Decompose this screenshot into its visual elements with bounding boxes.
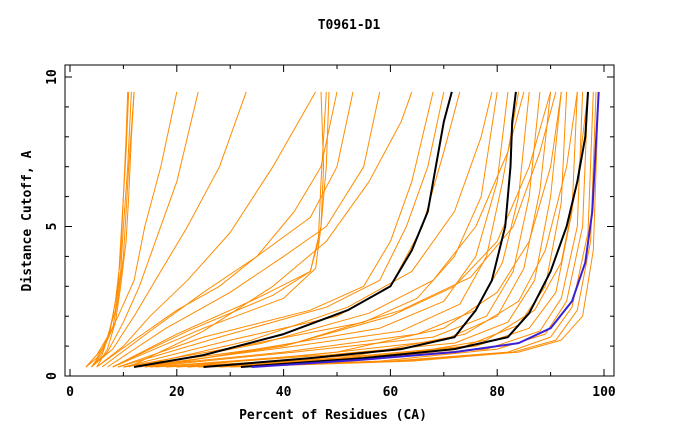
background-curve-30: [219, 91, 597, 368]
background-curve-16: [117, 91, 445, 368]
background-curve-5: [85, 91, 178, 368]
plot-frame: [64, 64, 615, 377]
background-curve-13: [112, 91, 327, 368]
background-curve-14: [112, 91, 325, 368]
axis-ticks: 0 20 40 60 80 100 0 5 10: [45, 65, 616, 400]
background-curve-25: [166, 91, 568, 368]
background-curve-9: [96, 91, 338, 368]
background-curve-39: [128, 91, 413, 368]
background-curve-11: [107, 91, 381, 368]
background-curve-4: [96, 91, 135, 368]
background-curve-7: [91, 91, 247, 368]
x-tick-label-0: 0: [66, 385, 74, 400]
background-curve-31: [230, 91, 600, 368]
background-curve-19: [123, 91, 509, 368]
background-curve-2: [90, 91, 135, 368]
background-curve-21: [134, 91, 530, 368]
background-curve-8: [96, 91, 317, 368]
x-tick-label-80: 80: [489, 385, 505, 400]
highlight-curve-1: [203, 91, 517, 368]
y-tick-label-5: 5: [45, 223, 60, 231]
background-curve-20: [134, 91, 520, 368]
background-curve-33: [150, 91, 557, 368]
x-tick-label-100: 100: [592, 385, 616, 400]
background-curve-36: [176, 91, 562, 368]
background-curve-1: [85, 91, 132, 368]
background-curve-15: [117, 91, 434, 368]
x-axis-title: Percent of Residues (CA): [239, 408, 427, 423]
plot-lines: [85, 91, 600, 368]
background-curve-26: [176, 91, 578, 368]
background-curve-6: [91, 91, 199, 368]
highlight-curve-2: [240, 91, 589, 368]
background-curve-28: [198, 91, 589, 368]
y-axis-title: Distance Cutoff, A: [20, 150, 35, 291]
best-curve: [251, 91, 600, 368]
x-tick-label-40: 40: [276, 385, 292, 400]
background-curve-3: [91, 91, 129, 368]
highlight-curve-0: [133, 91, 453, 368]
background-curve-32: [144, 91, 552, 368]
y-tick-label-10: 10: [45, 69, 60, 85]
background-curve-10: [101, 91, 354, 368]
background-curve-35: [133, 91, 493, 368]
x-tick-label-60: 60: [383, 385, 399, 400]
background-curve-37: [187, 91, 578, 368]
background-curve-23: [150, 91, 552, 368]
y-tick-label-0: 0: [45, 372, 60, 380]
x-tick-label-20: 20: [169, 385, 185, 400]
background-curve-34: [139, 91, 525, 368]
background-curve-24: [155, 91, 562, 368]
chart-title: T0961-D1: [318, 18, 381, 33]
background-curve-22: [144, 91, 541, 368]
